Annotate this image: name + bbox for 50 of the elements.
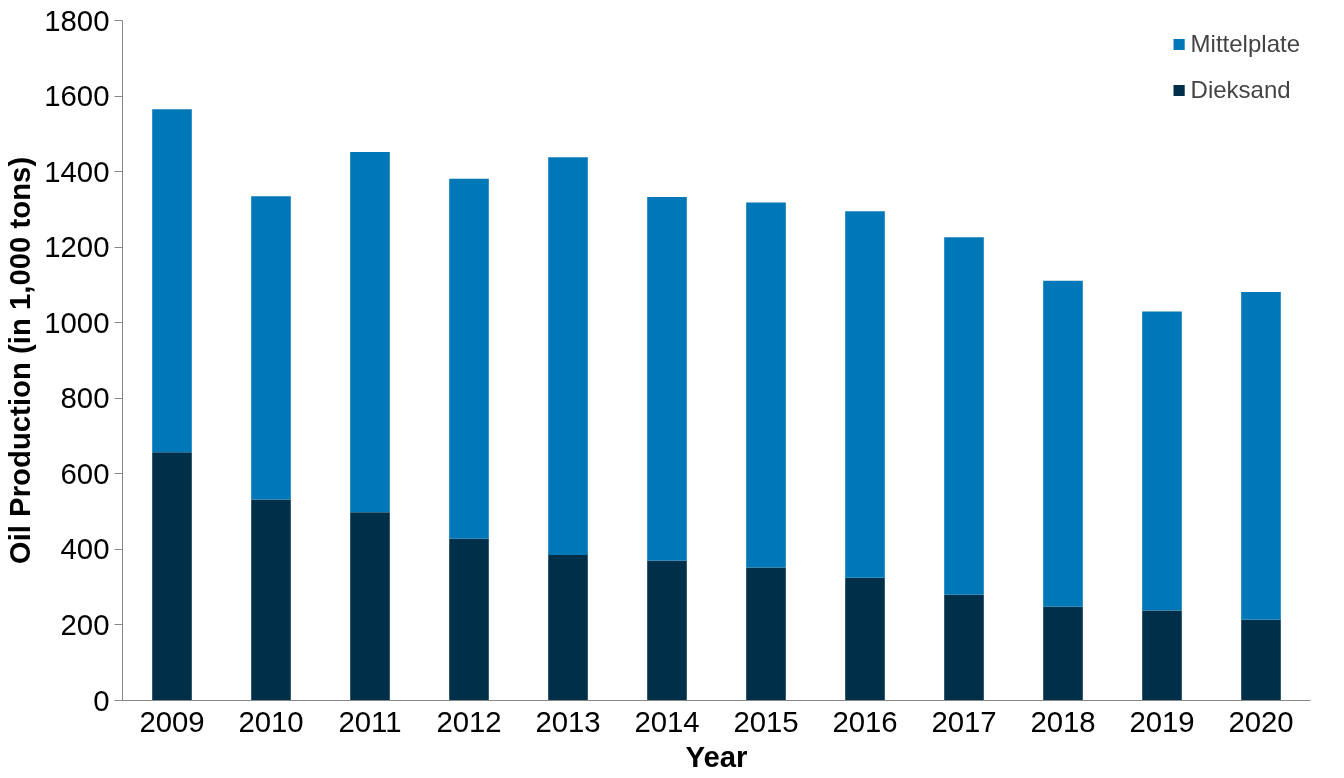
bar	[1043, 606, 1083, 701]
bar	[1142, 610, 1182, 701]
bar	[1241, 292, 1281, 620]
bar	[251, 499, 291, 701]
bar	[647, 196, 687, 561]
x-tick-label: 2020	[1228, 704, 1294, 738]
x-tick-label: 2019	[1129, 704, 1195, 738]
bar	[350, 151, 390, 513]
bar	[1142, 311, 1182, 611]
bar	[251, 196, 291, 500]
y-tick-label: 400	[60, 532, 110, 566]
bar	[1241, 619, 1281, 701]
y-tick-label: 600	[60, 456, 110, 490]
x-tick-label: 2017	[931, 704, 997, 738]
y-tick-label: 1600	[44, 79, 110, 113]
y-tick-label: 1200	[44, 230, 110, 264]
bar	[845, 577, 885, 701]
bar	[746, 202, 786, 568]
y-axis-title: Oil Production (in 1,000 tons)	[3, 156, 37, 565]
x-tick-label: 2018	[1030, 704, 1096, 738]
y-tick-label: 200	[60, 607, 110, 641]
bar	[548, 157, 588, 556]
y-tick-label: 1800	[44, 3, 110, 37]
y-tick-label: 1400	[44, 154, 110, 188]
bar	[1043, 280, 1083, 607]
bar	[647, 560, 687, 701]
x-tick-label: 2011	[338, 704, 402, 738]
bar	[944, 594, 984, 701]
legend-label: Dieksand	[1190, 76, 1291, 104]
x-tick-label: 2012	[436, 704, 502, 738]
y-tick-label: 0	[93, 683, 110, 717]
x-tick-label: 2009	[139, 704, 205, 738]
bar	[944, 237, 984, 595]
bar	[152, 109, 192, 453]
bar	[845, 211, 885, 578]
x-tick-label: 2015	[733, 704, 799, 738]
y-tick-label: 1000	[44, 305, 110, 339]
bar	[449, 178, 489, 539]
bar	[746, 567, 786, 701]
x-tick-label: 2013	[535, 704, 601, 738]
bar	[449, 538, 489, 701]
bar	[350, 512, 390, 701]
bar	[152, 452, 192, 701]
y-tick-label: 800	[60, 381, 110, 415]
x-axis-title: Year	[685, 739, 748, 773]
x-tick-label: 2010	[238, 704, 304, 738]
bar	[548, 555, 588, 701]
x-tick-label: 2016	[832, 704, 898, 738]
x-tick-label: 2014	[634, 704, 700, 738]
legend-label: Mittelplate	[1190, 30, 1300, 58]
